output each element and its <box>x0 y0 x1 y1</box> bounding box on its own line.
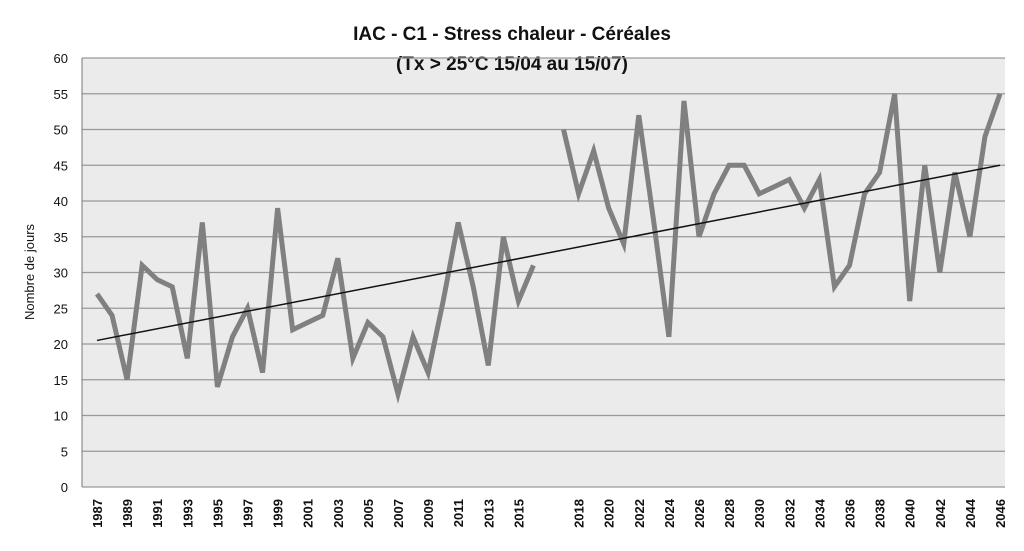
x-tick-label: 2044 <box>963 498 978 528</box>
x-tick-label: 2046 <box>993 499 1008 528</box>
x-tick-label: 1991 <box>150 499 165 528</box>
x-tick-label: 1987 <box>90 499 105 528</box>
x-tick-label: 2018 <box>572 499 587 528</box>
x-tick-label: 2034 <box>812 498 827 528</box>
y-tick-label: 20 <box>54 337 68 352</box>
y-tick-label: 30 <box>54 266 68 281</box>
y-tick-label: 5 <box>61 444 68 459</box>
trend-line <box>96 164 1001 342</box>
chart-title: IAC - C1 - Stress chaleur - Céréales <box>353 24 671 45</box>
y-tick-label: 40 <box>54 194 68 209</box>
y-tick-label: 10 <box>54 409 68 424</box>
x-tick-label: 2001 <box>301 499 316 528</box>
x-tick-label: 2013 <box>481 499 496 528</box>
x-tick-label: 2003 <box>331 499 346 528</box>
x-tick-label: 2030 <box>752 499 767 528</box>
y-tick-label: 55 <box>54 87 68 102</box>
x-tick-label: 2040 <box>903 499 918 528</box>
x-tick-label: 2028 <box>722 499 737 528</box>
x-tick-label: 2020 <box>602 499 617 528</box>
y-tick-label: 15 <box>54 373 68 388</box>
x-tick-label: 2038 <box>873 499 888 528</box>
x-tick-label: 2026 <box>692 499 707 528</box>
y-tick-label: 0 <box>61 480 68 495</box>
y-tick-label: 50 <box>54 123 68 138</box>
y-tick-label: 35 <box>54 230 68 245</box>
x-tick-label: 2036 <box>843 499 858 528</box>
chart-subtitle: (Tx > 25°C 15/04 au 15/07) <box>396 54 628 75</box>
x-tick-label: 1995 <box>210 499 225 528</box>
x-tick-label: 2009 <box>421 499 436 528</box>
x-tick-label: 1997 <box>241 499 256 528</box>
y-axis-label: Nombre de jours <box>22 223 37 320</box>
x-tick-label: 2042 <box>933 499 948 528</box>
x-tick-label: 1989 <box>120 499 135 528</box>
x-tick-label: 2022 <box>632 499 647 528</box>
y-tick-label: 45 <box>54 158 68 173</box>
x-tick-label: 2011 <box>451 499 466 527</box>
x-tick-label: 1999 <box>271 499 286 528</box>
x-tick-label: 2024 <box>662 498 677 528</box>
x-tick-label: 2005 <box>361 499 376 528</box>
x-tick-label: 2015 <box>511 499 526 528</box>
y-tick-label: 60 <box>54 51 68 66</box>
y-tick-label: 25 <box>54 301 68 316</box>
data-line <box>94 92 1003 404</box>
x-tick-label: 1993 <box>180 499 195 528</box>
x-tick-label: 2032 <box>782 499 797 528</box>
x-tick-label: 2007 <box>391 499 406 528</box>
